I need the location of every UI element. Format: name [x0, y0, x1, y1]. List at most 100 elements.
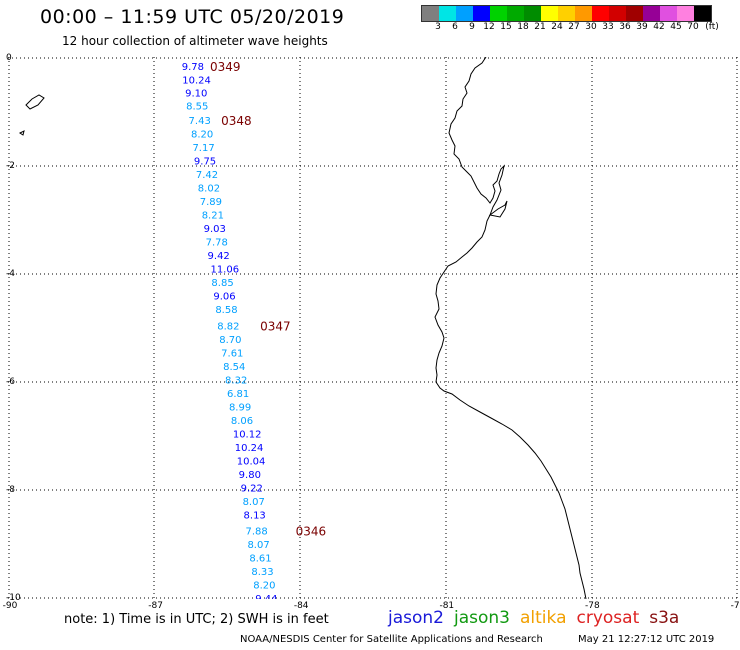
color-scale-unit: (ft)	[705, 22, 719, 32]
longitude-tick-label: -81	[439, 601, 455, 611]
wave-height-value: 10.24	[235, 443, 264, 454]
color-scale-label: 42	[653, 22, 665, 32]
wave-height-value: 8.33	[251, 567, 273, 578]
color-swatch	[592, 6, 609, 21]
latitude-tick-label: -8	[6, 485, 15, 495]
wave-height-value: 8.58	[215, 305, 237, 316]
satellite-legend: jason2 jason3 altika cryosat s3a	[388, 608, 689, 628]
color-swatch	[541, 6, 558, 21]
wave-height-value: 10.12	[233, 429, 262, 440]
color-scale-label: 30	[585, 22, 597, 32]
color-scale-label: 33	[602, 22, 614, 32]
wave-height-value: 7.17	[192, 143, 214, 154]
color-scale-label: 3	[435, 22, 441, 32]
color-scale-label: 39	[636, 22, 648, 32]
wave-height-value: 9.78	[182, 62, 204, 73]
wave-height-value: 8.99	[229, 402, 251, 413]
color-scale-label: 70	[687, 22, 699, 32]
latitude-tick-label: -6	[6, 377, 15, 387]
page-subtitle: 12 hour collection of altimeter wave hei…	[62, 34, 328, 48]
wave-height-value: 7.42	[196, 170, 218, 181]
wave-height-value: 7.61	[221, 348, 243, 359]
wave-height-value: 10.04	[237, 456, 266, 467]
satellite-pass-labels: 0349 0348 0347 0346	[210, 60, 326, 538]
wave-height-value: 9.06	[213, 292, 235, 303]
longitude-tick-label: -78	[585, 601, 600, 611]
wave-height-value: 8.02	[198, 184, 220, 195]
pass-time-label: 0349	[210, 60, 241, 74]
longitude-tick-label: -75	[730, 601, 740, 611]
galapagos-island-small	[19, 130, 25, 136]
galapagos-island-isabela	[25, 94, 45, 110]
wave-height-value: 7.88	[245, 527, 267, 538]
wave-height-value: 9.75	[194, 157, 216, 168]
wave-height-value: 6.81	[227, 389, 249, 400]
color-scale-label: 24	[551, 22, 563, 32]
color-swatch	[609, 6, 626, 21]
legend-altika: altika	[520, 608, 567, 628]
credit-line: NOAA/NESDIS Center for Satellite Applica…	[240, 634, 543, 645]
wave-height-value: 8.85	[211, 278, 233, 289]
color-scale-label: 45	[670, 22, 682, 32]
wave-height-value: 9.03	[204, 224, 226, 235]
wave-height-value: 8.13	[244, 510, 266, 521]
graticule	[8, 57, 738, 599]
wave-height-value: 9.80	[239, 470, 261, 481]
wave-height-color-scale	[421, 5, 712, 22]
longitude-tick-label: -87	[148, 601, 163, 611]
color-swatch	[507, 6, 524, 21]
legend-jason3: jason3	[454, 608, 510, 628]
wave-height-value: 10.24	[182, 76, 211, 87]
wave-height-value: 8.54	[223, 362, 245, 373]
south-america-coast	[434, 57, 587, 599]
color-swatch	[677, 6, 694, 21]
coastline	[19, 57, 587, 599]
color-swatch	[439, 6, 456, 21]
color-scale-label: 21	[534, 22, 546, 32]
latitude-tick-label: -4	[6, 269, 15, 279]
wave-height-value: 9.22	[241, 483, 263, 494]
generated-timestamp: May 21 12:27:12 UTC 2019	[578, 634, 715, 645]
wave-height-value: 9.44	[255, 594, 277, 599]
color-scale-label: 12	[483, 22, 495, 32]
color-swatch	[490, 6, 507, 21]
wave-height-value: 7.43	[189, 116, 211, 127]
longitude-tick-label: -84	[293, 601, 309, 611]
wave-height-value: 7.78	[206, 238, 228, 249]
color-scale-label: 15	[500, 22, 512, 32]
color-swatch	[524, 6, 541, 21]
color-swatch	[558, 6, 575, 21]
wave-height-value: 8.82	[217, 321, 239, 332]
color-swatch	[694, 6, 711, 21]
wave-height-value: 7.89	[200, 197, 222, 208]
color-swatch	[473, 6, 490, 21]
wave-height-value: 8.20	[191, 130, 213, 141]
color-swatch	[422, 6, 439, 21]
color-scale-label: 6	[452, 22, 458, 32]
wave-height-samples: 9.78 10.24 9.10 8.55 7.43 8.20 7.17 9.75 7.42 8.0…	[182, 62, 278, 599]
pass-time-label: 0347	[260, 319, 291, 333]
color-swatch	[660, 6, 677, 21]
color-swatch	[575, 6, 592, 21]
color-swatch	[643, 6, 660, 21]
wave-height-value: 9.10	[185, 89, 207, 100]
footer-note: note: 1) Time is in UTC; 2) SWH is in fe…	[64, 612, 329, 627]
pass-time-label: 0348	[221, 114, 252, 128]
page-title: 00:00 – 11:59 UTC 05/20/2019	[40, 6, 345, 28]
altimeter-map: 9.78 10.24 9.10 8.55 7.43 8.20 7.17 9.75 7.42 8.0…	[8, 57, 738, 599]
color-scale-label: 18	[517, 22, 529, 32]
legend-jason2: jason2	[388, 608, 444, 628]
wave-height-value: 8.06	[231, 416, 253, 427]
wave-height-value: 8.61	[249, 554, 271, 565]
wave-height-value: 8.21	[202, 211, 224, 222]
wave-height-value: 9.42	[208, 251, 230, 262]
legend-s3a: s3a	[649, 608, 680, 628]
color-scale-label: 27	[568, 22, 580, 32]
color-swatch	[456, 6, 473, 21]
pass-time-label: 0346	[296, 525, 327, 539]
wave-height-value: 8.55	[186, 102, 208, 113]
wave-height-value: 8.32	[225, 375, 247, 386]
legend-cryosat: cryosat	[576, 608, 640, 628]
color-swatch	[626, 6, 643, 21]
gulf-island-puna	[488, 200, 508, 218]
